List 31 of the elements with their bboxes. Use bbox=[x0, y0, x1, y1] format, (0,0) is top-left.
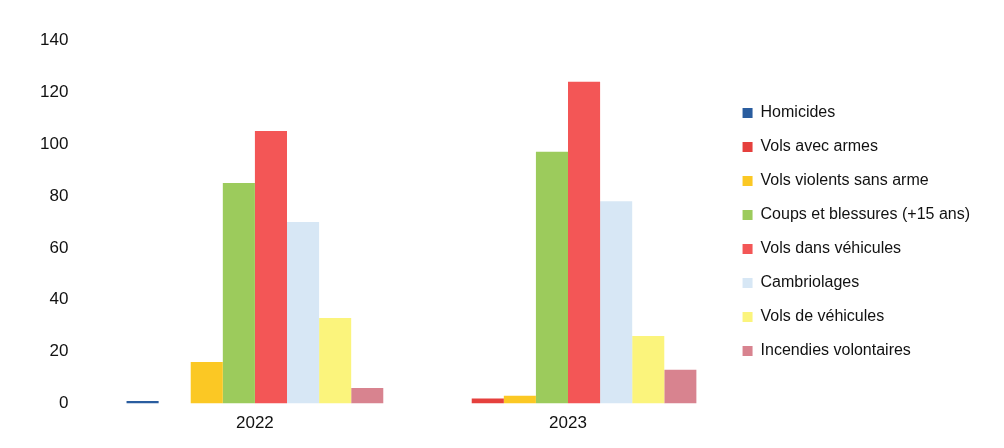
y-tick-label: 0 bbox=[58, 393, 69, 413]
bar bbox=[664, 369, 697, 404]
bar bbox=[319, 317, 352, 404]
legend-label: Incendies volontaires bbox=[760, 341, 911, 359]
x-tick-label: 2023 bbox=[549, 413, 587, 433]
bar bbox=[600, 201, 633, 404]
y-tick-label: 60 bbox=[49, 237, 69, 257]
y-tick-label: 120 bbox=[39, 81, 69, 101]
legend-label: Vols violents sans arme bbox=[760, 171, 929, 189]
y-tick-label: 80 bbox=[49, 185, 69, 205]
legend-label: Vols dans véhicules bbox=[760, 239, 902, 257]
legend-label: Coups et blessures (+15 ans) bbox=[760, 205, 971, 223]
bar bbox=[190, 362, 223, 404]
bar bbox=[503, 395, 536, 404]
bar bbox=[632, 336, 665, 404]
bar bbox=[222, 182, 255, 404]
bar bbox=[568, 81, 601, 404]
legend-label: Vols de véhicules bbox=[760, 307, 885, 325]
y-tick-label: 20 bbox=[49, 341, 69, 361]
legend-label: Vols avec armes bbox=[760, 137, 878, 155]
bar bbox=[351, 388, 384, 404]
y-tick-label: 100 bbox=[39, 133, 69, 153]
x-tick-label: 2022 bbox=[236, 413, 274, 433]
legend-label: Homicides bbox=[760, 103, 836, 121]
bar bbox=[254, 131, 287, 404]
y-tick-label: 40 bbox=[49, 289, 69, 309]
bar bbox=[287, 221, 320, 404]
legend-label: Cambriolages bbox=[760, 273, 860, 291]
y-tick-label: 140 bbox=[39, 29, 69, 49]
bar bbox=[535, 151, 569, 404]
bar bbox=[471, 398, 504, 404]
